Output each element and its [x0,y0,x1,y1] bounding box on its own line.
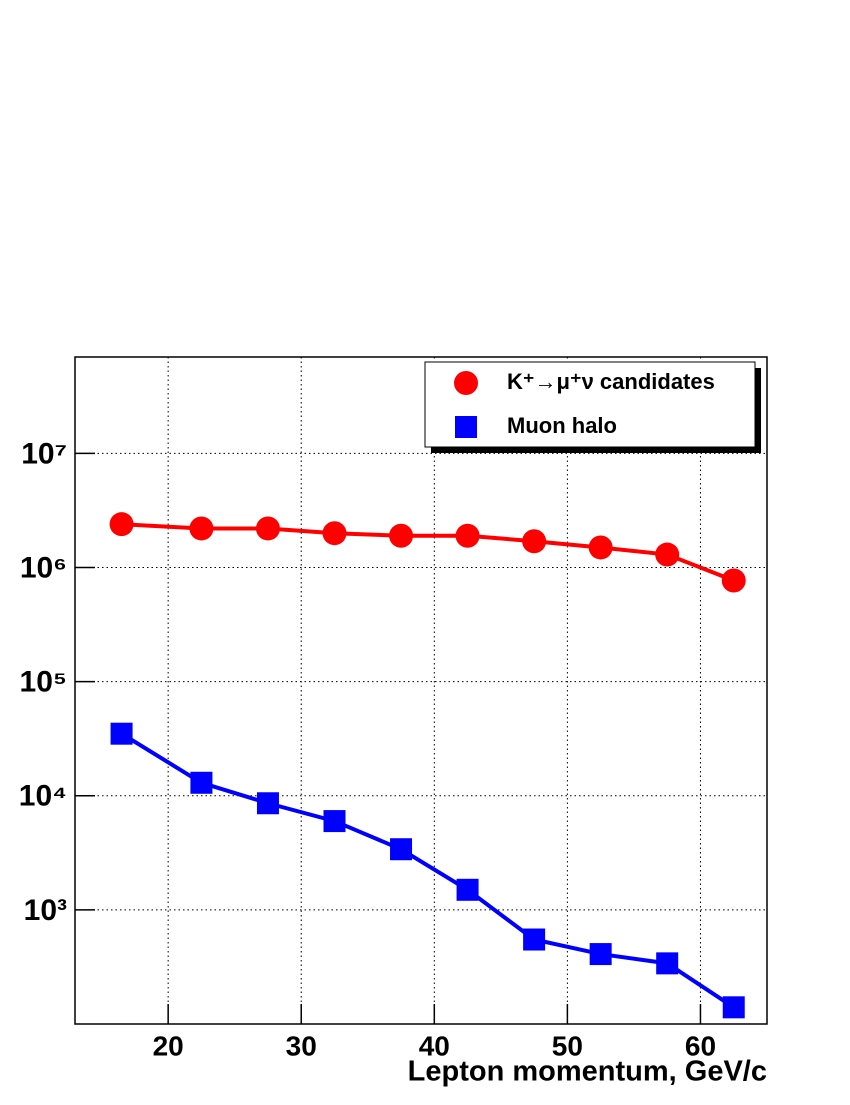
legend-marker [455,416,477,438]
marker [390,838,413,861]
legend-marker [454,371,478,395]
marker [189,516,214,541]
x-tick-label: 20 [153,1030,184,1061]
x-axis-title: Lepton momentum, GeV/c [408,1056,767,1088]
series-line [121,522,735,583]
legend [424,361,756,448]
y-tick-label: 10³ [24,894,67,927]
marker [322,521,347,546]
legend-label: Muon halo [507,413,617,438]
marker [456,878,479,901]
marker [389,523,414,548]
marker [190,771,213,794]
marker [455,523,480,548]
marker [323,810,346,833]
marker [589,943,612,966]
marker [523,928,546,951]
legend-label: K⁺→μ⁺ν candidates [507,369,715,394]
x-tick-label: 50 [552,1030,583,1061]
marker [110,722,133,745]
series-line [120,731,735,1009]
marker [721,568,746,593]
marker [588,535,613,560]
y-tick-label: 10⁴ [19,780,67,813]
marker [722,996,745,1019]
marker [109,512,134,537]
y-tick-label: 10⁵ [20,666,67,699]
marker [255,516,280,541]
marker [656,952,679,975]
y-tick-label: 10⁶ [20,551,67,584]
x-tick-label: 30 [286,1030,317,1061]
marker [522,529,547,554]
x-tick-label: 40 [419,1030,450,1061]
marker [655,542,680,567]
y-tick-label: 10⁷ [21,437,67,470]
plot-frame [74,356,768,1025]
x-tick-label: 60 [685,1030,716,1061]
marker [256,792,279,815]
